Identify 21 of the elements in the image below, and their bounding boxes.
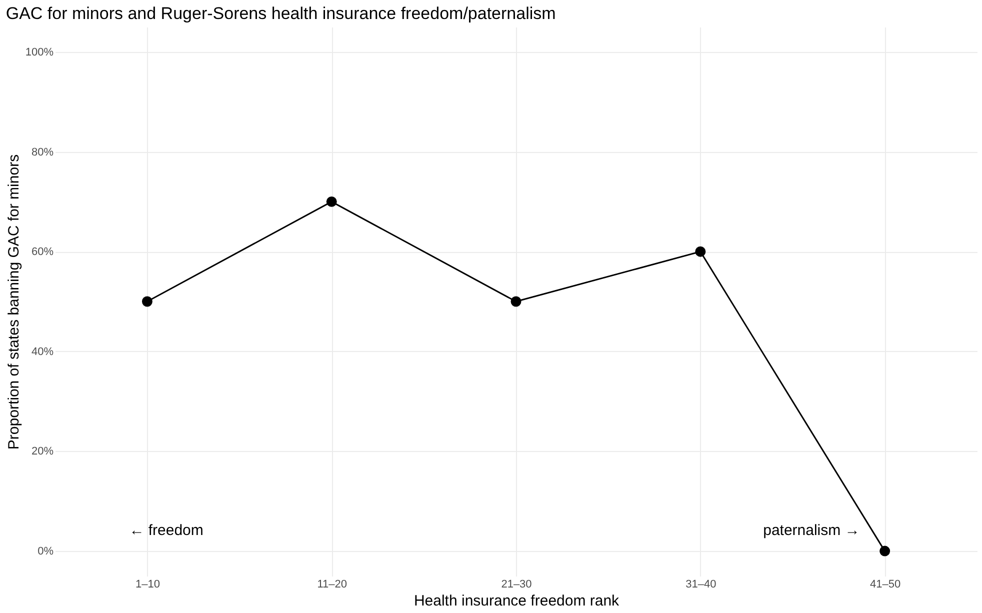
annotation: paternalism → <box>763 522 860 539</box>
annotation: ← freedom <box>129 522 204 539</box>
x-tick-label: 41–50 <box>870 578 901 590</box>
point <box>510 296 522 307</box>
point <box>880 546 890 556</box>
x-tick-label: 31–40 <box>686 578 716 590</box>
y-axis-title: Proportion of states banning GAC for minors <box>5 154 22 450</box>
y-tick-label: 0% <box>38 546 54 558</box>
x-tick-label: 1–10 <box>135 578 160 590</box>
x-axis-title: Health insurance freedom rank <box>414 592 620 610</box>
point <box>695 246 706 257</box>
y-tick-label: 80% <box>31 146 54 158</box>
y-tick-label: 40% <box>31 346 54 358</box>
x-tick-label: 11–20 <box>317 578 347 590</box>
y-tick-label: 100% <box>25 46 54 58</box>
point <box>142 296 152 307</box>
chart-title: GAC for minors and Ruger-Sorens health insurance freedom/paternalism <box>6 4 556 23</box>
x-tick-label: 21–30 <box>501 578 532 590</box>
point <box>326 196 337 207</box>
y-tick-label: 20% <box>31 446 54 458</box>
y-tick-label: 60% <box>31 246 54 258</box>
